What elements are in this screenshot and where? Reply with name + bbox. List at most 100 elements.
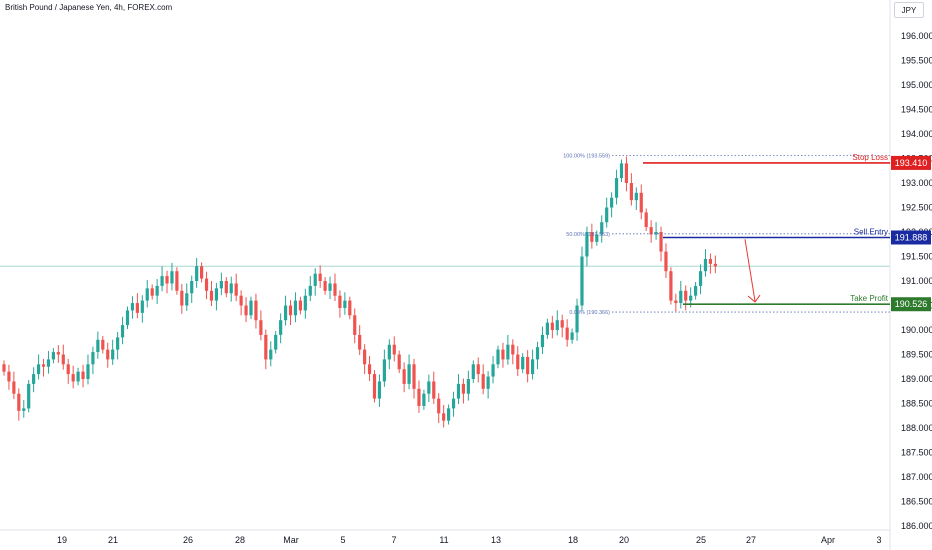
candle-body xyxy=(56,352,60,355)
candle-body xyxy=(649,227,653,235)
y-tick-label: 189.500 xyxy=(901,350,932,360)
candle-body xyxy=(323,281,327,291)
y-tick-label: 193.000 xyxy=(901,178,932,188)
candle-body xyxy=(703,258,708,272)
candle-body xyxy=(530,359,535,375)
candle-body xyxy=(689,295,693,301)
x-tick-label: 13 xyxy=(491,535,501,545)
candle-body xyxy=(550,322,554,330)
candle-body xyxy=(150,288,154,296)
currency-button[interactable]: JPY xyxy=(894,2,924,18)
sell-entry-price-value: 191.888 xyxy=(895,232,928,242)
candle-body xyxy=(600,222,604,235)
candle-body xyxy=(422,393,426,406)
candle-body xyxy=(155,285,159,296)
time-axis[interactable]: 19 21 26 28 Mar 5 7 11 13 18 20 25 27 Apr 3 xyxy=(57,535,882,545)
candle-body xyxy=(506,344,510,360)
candle-body xyxy=(713,263,717,267)
candle-body xyxy=(372,374,377,399)
candle-body xyxy=(461,383,466,394)
x-tick-label: 20 xyxy=(619,535,629,545)
y-tick-label: 186.000 xyxy=(901,521,932,531)
candle-body xyxy=(595,234,599,242)
candle-body xyxy=(580,256,584,306)
candle-body xyxy=(614,178,619,198)
candle-body xyxy=(402,369,406,384)
y-tick-label: 195.500 xyxy=(901,56,932,66)
x-tick-label: 7 xyxy=(391,535,396,545)
candle-body xyxy=(698,271,703,286)
candle-body xyxy=(36,364,41,375)
candle-body xyxy=(407,364,411,384)
candle-body xyxy=(41,364,46,367)
candle-body xyxy=(130,303,135,311)
sell-entry-price-tag xyxy=(891,230,931,245)
candle-body xyxy=(412,364,416,389)
candle-body xyxy=(333,283,337,296)
candle-body xyxy=(634,192,638,201)
candle-body xyxy=(545,322,549,335)
candle-body xyxy=(209,290,214,301)
candle-body xyxy=(674,300,678,304)
candle-body xyxy=(521,356,525,370)
candle-body xyxy=(239,295,243,306)
y-tick-label: 186.500 xyxy=(901,497,932,507)
y-tick-label: 188.000 xyxy=(901,423,932,433)
candle-body xyxy=(318,273,322,281)
candle-body xyxy=(560,320,564,328)
candle-body xyxy=(659,232,663,252)
candle-body xyxy=(46,359,51,367)
candle-body xyxy=(491,364,495,377)
price-axis[interactable]: 196.000195.500195.000194.500194.000193.5… xyxy=(901,31,932,531)
candle-body xyxy=(229,283,233,294)
candle-body xyxy=(2,364,6,372)
fib-level-label: 50.00% (191.963) xyxy=(566,232,610,238)
x-tick-label: 25 xyxy=(696,535,706,545)
candle-body xyxy=(466,379,470,394)
y-tick-label: 192.500 xyxy=(901,203,932,213)
candle-body xyxy=(175,271,179,291)
candle-body xyxy=(264,334,268,360)
sell-entry-label: Sell Entry xyxy=(854,227,888,236)
candle-body xyxy=(86,364,90,379)
candle-body xyxy=(125,310,130,326)
candle-body xyxy=(624,163,629,183)
candle-body xyxy=(7,371,11,382)
candle-body xyxy=(417,388,421,406)
candle-body xyxy=(259,320,263,335)
candle-body xyxy=(91,352,95,365)
candle-body xyxy=(116,337,120,350)
candle-body xyxy=(486,376,490,389)
candle-body xyxy=(570,332,574,340)
y-tick-label: 196.000 xyxy=(901,31,932,41)
candle-body xyxy=(190,281,194,294)
x-tick-label: 11 xyxy=(439,535,448,545)
candle-body xyxy=(269,349,273,360)
candle-body xyxy=(313,273,317,286)
candle-body xyxy=(170,271,174,284)
x-tick-label: 26 xyxy=(183,535,193,545)
candle-body xyxy=(17,393,21,411)
y-tick-label: 187.000 xyxy=(901,472,932,482)
candle-body xyxy=(180,290,184,306)
candle-body xyxy=(496,349,500,365)
candle-body xyxy=(555,320,559,330)
candle-body xyxy=(437,398,441,414)
y-tick-label: 195.000 xyxy=(901,80,932,90)
candle-body xyxy=(254,300,258,321)
candle-body xyxy=(348,300,352,316)
candle-body xyxy=(427,381,431,394)
y-tick-label: 194.000 xyxy=(901,129,932,139)
candle-body xyxy=(516,354,520,370)
candle-body xyxy=(501,349,505,360)
candle-body xyxy=(135,303,139,313)
y-tick-label: 191.000 xyxy=(901,276,932,286)
fib-level-label: 0.00% (190.366) xyxy=(569,310,610,316)
x-tick-label: 3 xyxy=(876,535,881,545)
y-tick-label: 194.500 xyxy=(901,105,932,115)
take-profit-price-tag xyxy=(891,297,931,312)
candle-body xyxy=(575,305,579,333)
candle-body xyxy=(308,285,312,296)
candle-body xyxy=(76,371,80,382)
